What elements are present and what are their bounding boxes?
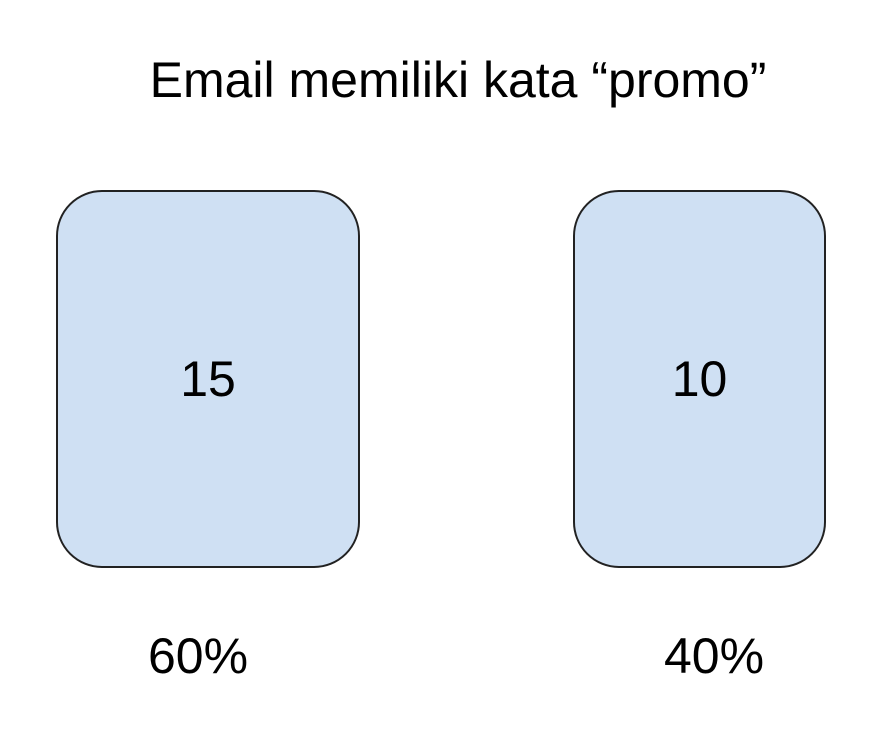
diagram-title: Email memiliki kata “promo” xyxy=(149,52,767,108)
percent-label-left: 60% xyxy=(147,628,249,684)
count-box-right: 10 xyxy=(573,190,826,568)
count-label-right: 10 xyxy=(671,351,728,407)
percent-label-right: 40% xyxy=(663,628,765,684)
count-label-left: 15 xyxy=(180,351,236,407)
count-box-left: 15 xyxy=(56,190,360,568)
